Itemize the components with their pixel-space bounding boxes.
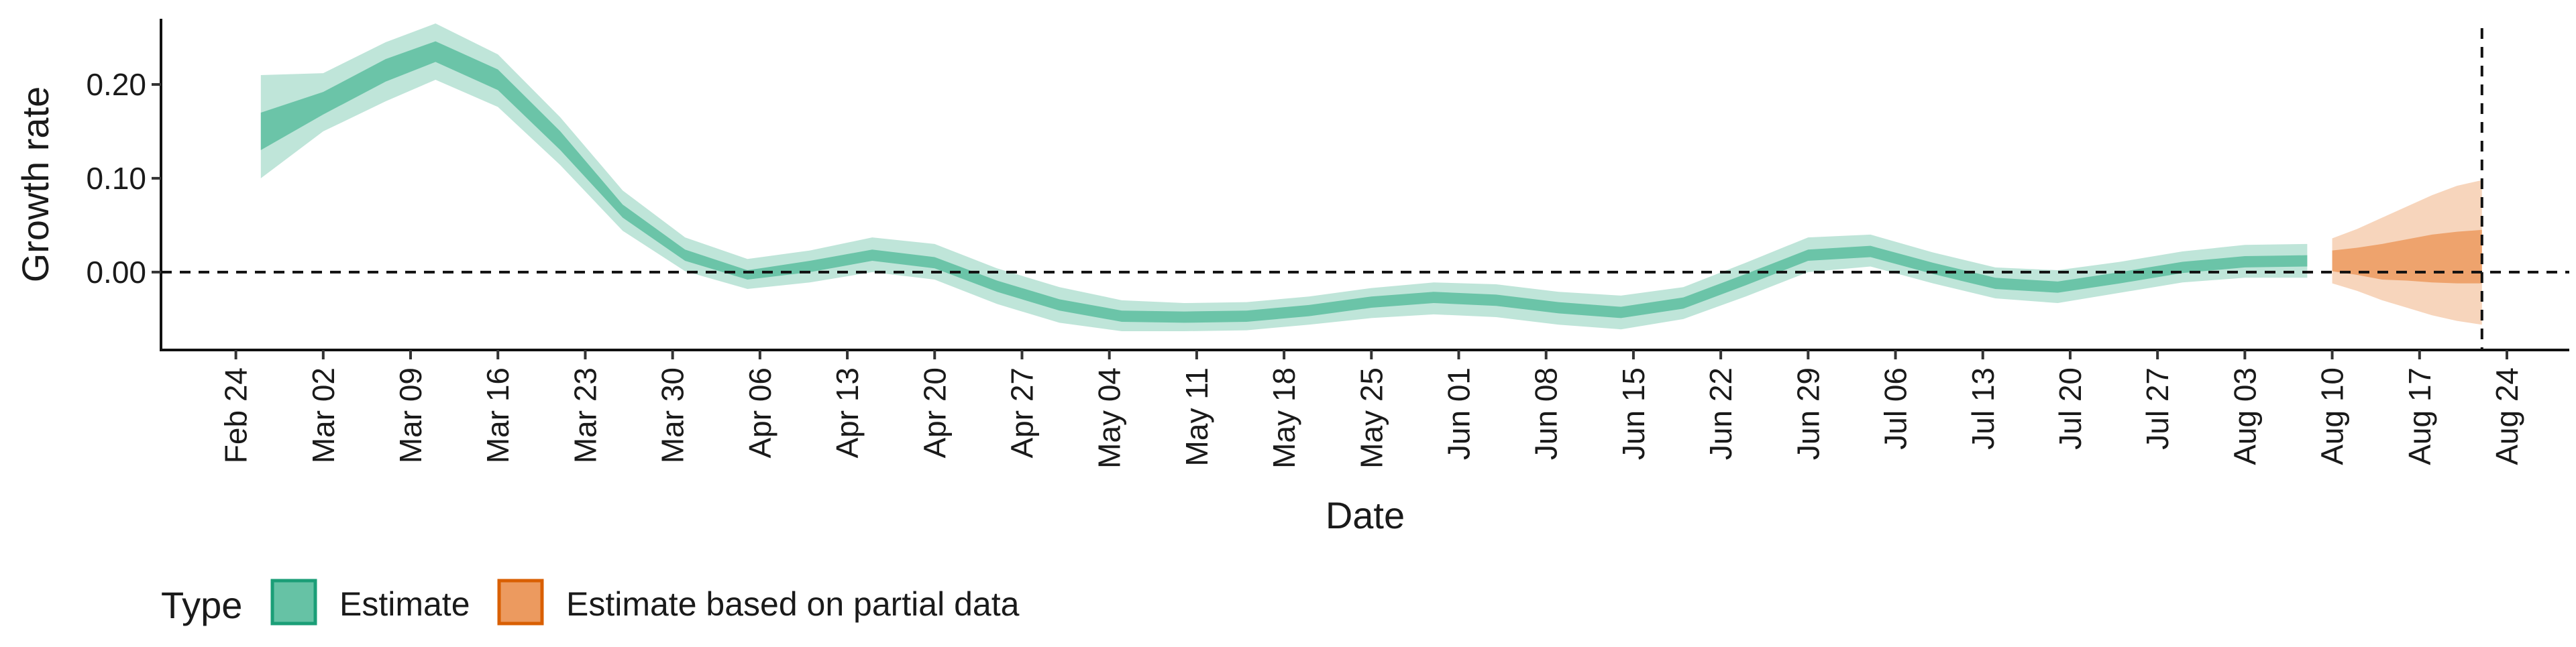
x-tick-label: Aug 10 bbox=[2315, 367, 2350, 465]
x-tick-label: May 04 bbox=[1092, 367, 1127, 469]
x-tick-label: Jul 06 bbox=[1878, 367, 1913, 450]
axes bbox=[160, 19, 2569, 351]
x-tick-label: Mar 16 bbox=[480, 367, 515, 463]
x-tick-label: May 11 bbox=[1179, 367, 1214, 466]
legend-label-estimate: Estimate bbox=[339, 585, 470, 623]
y-tick-label: 0.10 bbox=[86, 161, 146, 196]
x-tick-label: May 18 bbox=[1267, 367, 1301, 469]
y-axis-title: Growth rate bbox=[14, 86, 56, 283]
x-tick-label: Apr 13 bbox=[830, 367, 865, 459]
x-tick-label: Mar 02 bbox=[306, 367, 341, 463]
x-tick-label: Mar 23 bbox=[568, 367, 602, 463]
x-tick-label: Jun 15 bbox=[1616, 367, 1651, 460]
x-tick-label: Mar 30 bbox=[655, 367, 690, 463]
y-tick-label: 0.00 bbox=[86, 255, 146, 290]
partial-band-50 bbox=[2332, 229, 2482, 284]
x-tick-label: Feb 24 bbox=[219, 367, 254, 463]
legend-label-partial: Estimate based on partial data bbox=[566, 585, 1020, 623]
band-layer bbox=[260, 23, 2482, 332]
estimate-band-50 bbox=[260, 41, 2308, 323]
y-tick-label: 0.20 bbox=[86, 67, 146, 102]
x-tick-label: Apr 27 bbox=[1004, 367, 1039, 459]
x-tick-label: Aug 24 bbox=[2489, 367, 2524, 465]
x-tick-label: Jun 08 bbox=[1529, 367, 1564, 460]
legend-key-estimate bbox=[270, 579, 317, 626]
x-tick-label: Jul 27 bbox=[2140, 367, 2175, 450]
x-tick-label: Jun 29 bbox=[1790, 367, 1825, 460]
legend-key-partial bbox=[497, 579, 544, 626]
x-tick-label: Apr 06 bbox=[743, 367, 777, 459]
x-tick-label: Mar 09 bbox=[393, 367, 428, 463]
x-tick-label: Aug 17 bbox=[2402, 367, 2437, 465]
x-tick-label: May 25 bbox=[1354, 367, 1389, 469]
estimate-band-90 bbox=[260, 23, 2308, 332]
reference-lines bbox=[161, 28, 2569, 350]
x-tick-label: Apr 20 bbox=[917, 367, 952, 459]
legend-title: Type bbox=[161, 584, 242, 626]
x-tick-label: Jul 20 bbox=[2053, 367, 2088, 450]
x-axis-ticks: Feb 24 Mar 02 Mar 09 Mar 16 Mar 23 Mar 30 Apr … bbox=[219, 350, 2524, 469]
x-tick-label: Aug 03 bbox=[2227, 367, 2262, 465]
legend: Type Estimate Estimate based on partial … bbox=[161, 579, 1020, 626]
y-axis-ticks: 0.00 0.10 0.20 bbox=[86, 67, 161, 290]
x-tick-label: Jul 13 bbox=[1966, 367, 2000, 450]
x-axis-title: Date bbox=[1326, 494, 1405, 536]
x-tick-label: Jun 01 bbox=[1442, 367, 1477, 460]
x-tick-label: Jun 22 bbox=[1703, 367, 1738, 460]
